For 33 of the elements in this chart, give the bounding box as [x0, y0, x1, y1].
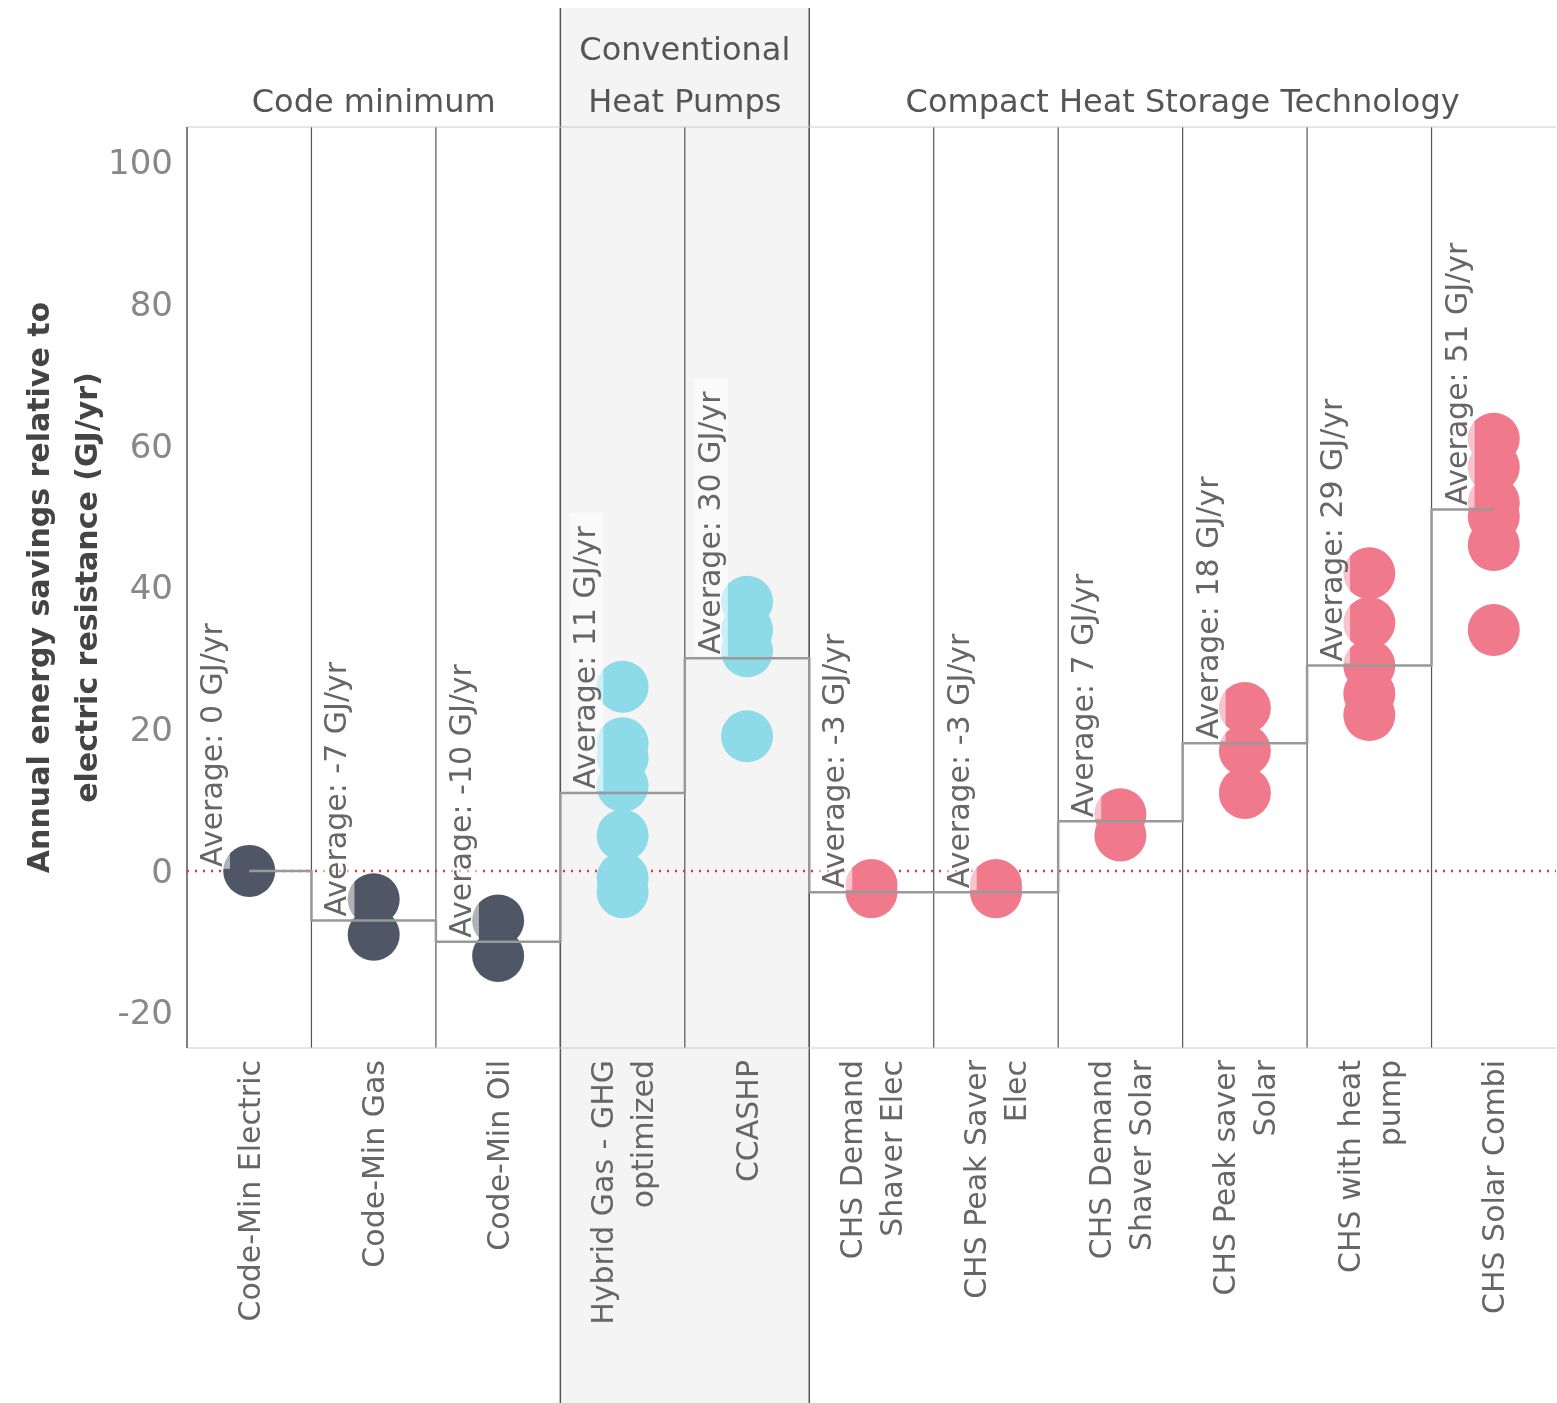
y-tick-label: 100: [108, 142, 173, 183]
annotation: Average: 0 GJ/yr: [194, 622, 229, 867]
x-tick-label: CHS Peak saver Solar: [1207, 1059, 1283, 1296]
y-tick-label: 0: [151, 850, 173, 891]
annotation: Average: -7 GJ/yr: [318, 661, 354, 917]
annotation: Average: 29 GJ/yr: [1314, 397, 1350, 662]
annotation: Average: -10 GJ/yr: [442, 663, 478, 938]
annotation: Average: 30 GJ/yr: [691, 390, 727, 655]
x-tick-label: CHS Solar Combi: [1476, 1060, 1512, 1314]
annotation: Average: 18 GJ/yr: [1189, 475, 1225, 740]
annotation: Average: -3 GJ/yr: [816, 632, 852, 889]
y-tick-label: 60: [129, 425, 173, 466]
y-tick-label: -20: [117, 992, 173, 1033]
x-tick-label: CHS with heat pump: [1331, 1059, 1407, 1273]
x-tick-label: Code-Min Electric: [231, 1060, 267, 1322]
text: Code minimum: [251, 82, 496, 120]
annotation: Average: 7 GJ/yr: [1065, 572, 1101, 818]
x-tick-label: Code-Min Gas: [356, 1060, 392, 1268]
annotation: Average: 11 GJ/yr: [567, 525, 603, 789]
y-tick-label: 20: [129, 709, 173, 750]
y-tick-label: 80: [129, 284, 173, 325]
y-axis-title: Annual energy savings relative to electric resistance (GJ/yr): [21, 301, 104, 874]
x-tick-label: CHS Demand Shaver Elec: [834, 1060, 909, 1260]
x-tick-label: Hybrid Gas - GHG optimized: [585, 1060, 661, 1325]
band-label: Conventional Heat Pumps: [579, 30, 791, 120]
x-tick-label: CHS Peak Saver Elec: [958, 1059, 1034, 1299]
y-tick-label: 40: [129, 567, 173, 608]
x-tick-label: CCASHP: [729, 1060, 765, 1183]
x-tick-label: Code-Min Oil: [480, 1060, 516, 1251]
text: Compact Heat Storage Technology: [905, 82, 1460, 120]
annotation: Average: 51 GJ/yr: [1438, 242, 1474, 506]
x-tick-label: CHS Demand Shaver Solar: [1082, 1059, 1158, 1260]
annotation: Average: -3 GJ/yr: [940, 632, 976, 889]
